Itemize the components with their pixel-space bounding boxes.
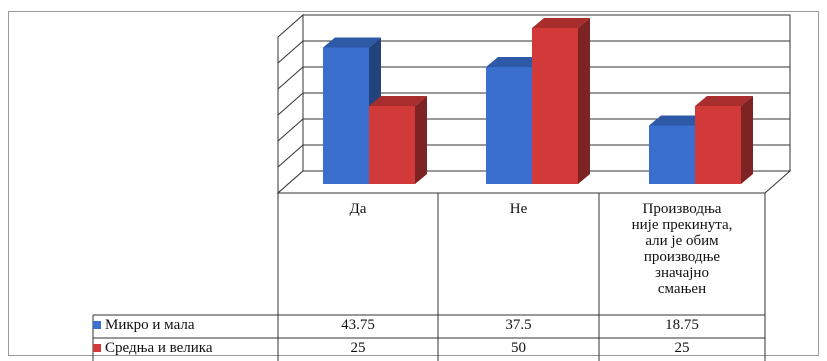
category-label-da: Да (349, 201, 367, 217)
table-cell-micro-production: 18.75 (665, 317, 699, 333)
bar-1-1 (532, 28, 578, 184)
bar-1-0 (369, 106, 415, 184)
side-gridline (277, 92, 304, 116)
table-cell-medium-da: 25 (350, 340, 366, 356)
bar-side-1-1 (578, 18, 590, 184)
bar-top-1-2 (695, 96, 753, 106)
bar-0-1 (486, 67, 532, 184)
legend-swatch-medium (93, 344, 101, 352)
side-gridline (277, 144, 304, 168)
bar-top-0-0 (323, 37, 381, 48)
legend-label-micro: Микро и мала (105, 317, 195, 333)
bar-top-1-0 (369, 96, 427, 106)
category-label-production: Производња није прекинута, али је обим п… (631, 201, 733, 297)
table-cell-micro-ne: 37.5 (505, 317, 532, 333)
chart-frame (8, 11, 819, 356)
legend-swatch-micro (93, 321, 101, 329)
legend-row-micro: Микро и мала (93, 316, 195, 334)
side-gridline (277, 66, 304, 90)
bar-1-2 (695, 106, 741, 184)
bar-side-1-2 (741, 96, 753, 184)
legend-label-medium: Средња и велика (105, 340, 213, 356)
side-gridline (277, 40, 304, 64)
bar-side-1-0 (415, 96, 427, 184)
table-cell-medium-production: 25 (674, 340, 690, 356)
bar-0-0 (323, 47, 369, 184)
bar-0-2 (649, 125, 695, 184)
bar-top-1-1 (532, 18, 590, 28)
table-cell-medium-ne: 50 (511, 340, 526, 356)
category-label-ne: Не (509, 201, 528, 217)
bar-top-0-1 (486, 57, 544, 67)
table-cell-micro-da: 43.75 (341, 317, 375, 333)
bar-top-0-2 (649, 115, 707, 126)
side-gridline (277, 118, 304, 142)
legend-row-medium: Средња и велика (93, 339, 213, 357)
